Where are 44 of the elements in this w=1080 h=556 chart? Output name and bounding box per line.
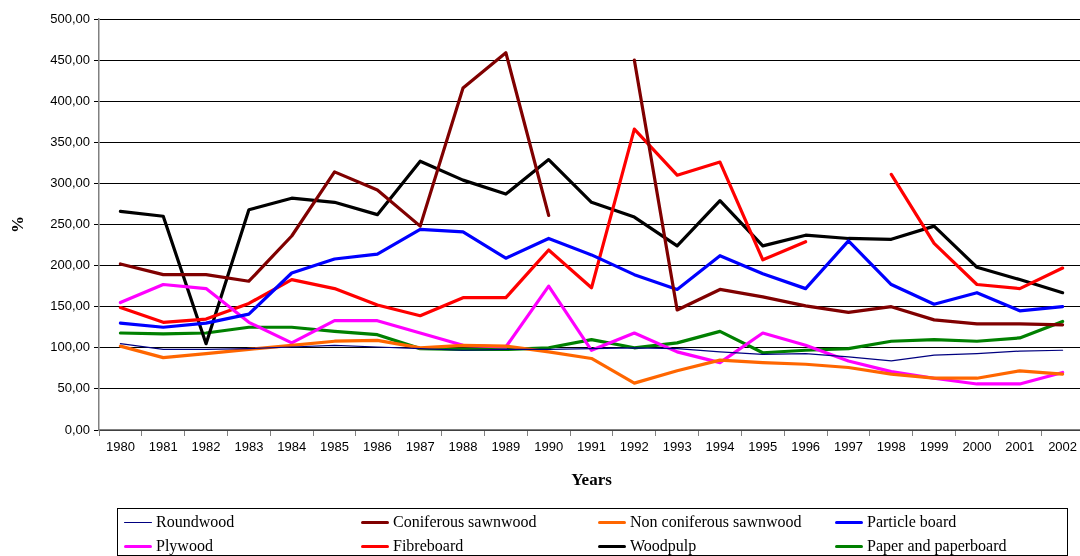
legend-label: Coniferous sawnwood — [393, 513, 537, 531]
x-tick-label: 1992 — [619, 439, 649, 455]
y-tick-label: 400,00 — [50, 92, 90, 108]
x-tick-label: 1987 — [405, 439, 435, 455]
x-tick-label: 1982 — [191, 439, 221, 455]
y-tick-label: 350,00 — [50, 133, 90, 149]
y-tick-label: 450,00 — [50, 51, 90, 67]
y-tick-label: 500,00 — [50, 10, 90, 26]
y-tick-label: 0,00 — [64, 421, 90, 437]
legend-label: Fibreboard — [393, 537, 464, 555]
x-tick-label: 1981 — [148, 439, 178, 455]
x-tick-label: 1984 — [277, 439, 307, 455]
y-axis-title: % — [7, 216, 27, 233]
x-tick-label: 1999 — [919, 439, 949, 455]
x-tick-label: 1989 — [491, 439, 521, 455]
y-tick-label: 100,00 — [50, 339, 90, 355]
x-tick-label: 1983 — [234, 439, 264, 455]
x-tick-label: 1994 — [705, 439, 735, 455]
x-tick-label: 1997 — [834, 439, 863, 455]
legend-label: Plywood — [156, 537, 213, 555]
x-tick-label: 2002 — [1048, 439, 1078, 455]
x-tick-label: 2001 — [1005, 439, 1035, 455]
legend-label: Roundwood — [156, 513, 235, 531]
x-tick-label: 1986 — [362, 439, 392, 455]
x-tick-label: 1991 — [577, 439, 606, 455]
y-tick-label: 300,00 — [50, 174, 90, 190]
x-tick-label: 1980 — [105, 439, 135, 455]
y-tick-label: 250,00 — [50, 216, 90, 232]
legend-label: Particle board — [867, 513, 957, 531]
y-tick-label: 50,00 — [57, 380, 90, 396]
legend-label: Non coniferous sawnwood — [630, 513, 802, 531]
y-tick-label: 150,00 — [50, 298, 90, 314]
x-axis-title: Years — [571, 470, 613, 490]
x-tick-label: 1995 — [748, 439, 778, 455]
x-tick-label: 1993 — [662, 439, 692, 455]
x-tick-label: 1996 — [791, 439, 821, 455]
y-tick-label: 200,00 — [50, 257, 90, 273]
legend-label: Woodpulp — [630, 537, 697, 555]
x-tick-label: 2000 — [962, 439, 992, 455]
x-tick-label: 1985 — [320, 439, 349, 455]
x-tick-label: 1998 — [876, 439, 906, 455]
x-tick-label: 1988 — [448, 439, 478, 455]
x-tick-label: 1990 — [534, 439, 564, 455]
legend-label: Paper and paperboard — [867, 537, 1007, 555]
